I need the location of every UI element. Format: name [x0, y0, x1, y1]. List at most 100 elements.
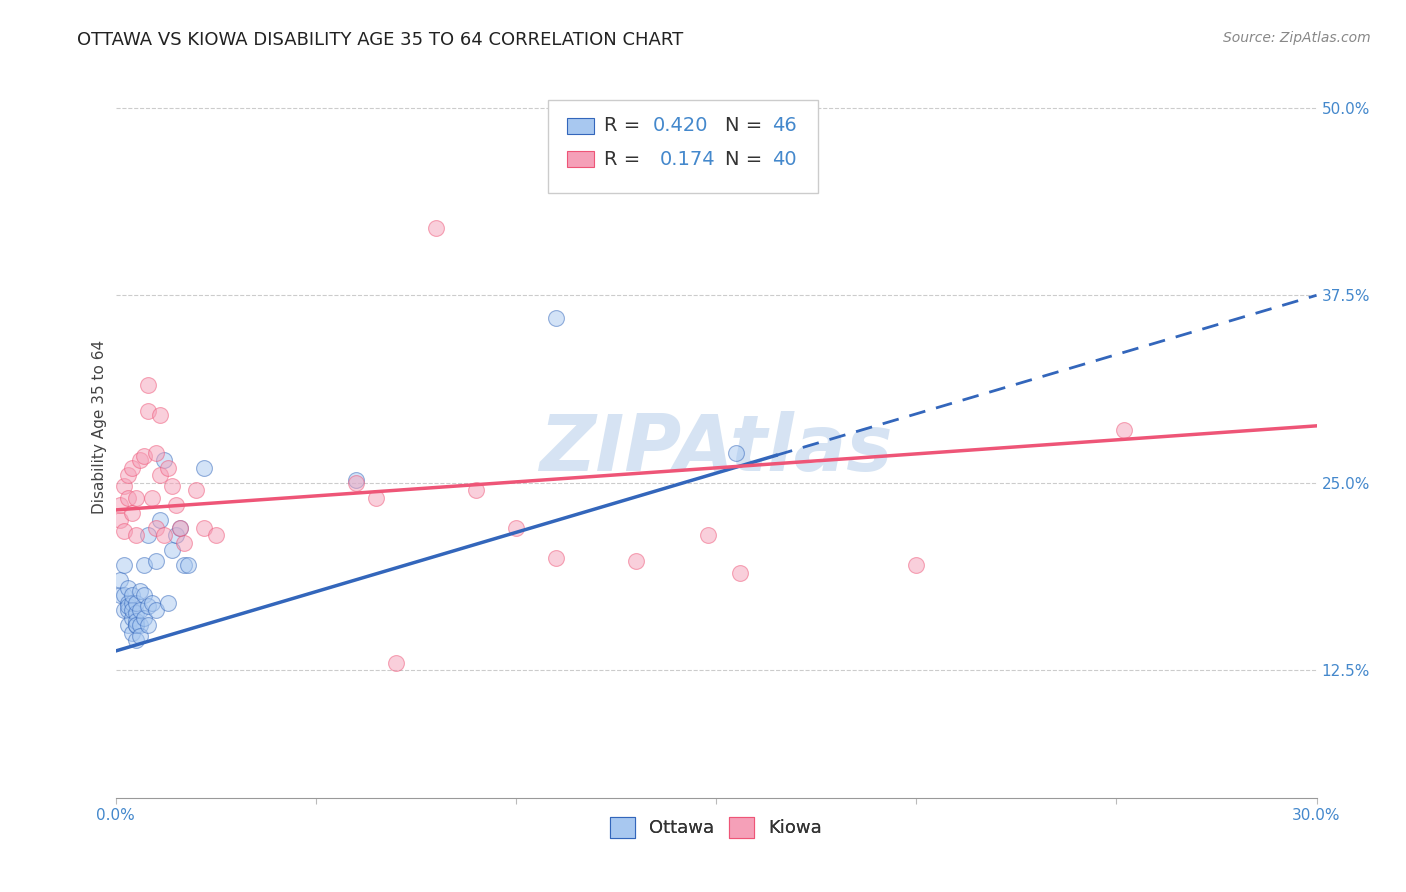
Point: [117, 596, 139, 610]
Point: [544, 310, 567, 325]
Point: [132, 558, 155, 573]
Point: [121, 626, 143, 640]
Point: [136, 599, 159, 613]
Text: Source: ZipAtlas.com: Source: ZipAtlas.com: [1223, 31, 1371, 45]
Text: N =: N =: [724, 116, 768, 136]
Point: [169, 521, 191, 535]
Point: [121, 461, 143, 475]
Point: [145, 521, 167, 535]
Point: [128, 583, 150, 598]
Point: [128, 629, 150, 643]
Point: [149, 468, 172, 483]
Point: [112, 479, 135, 493]
Text: 0.420: 0.420: [652, 116, 709, 136]
Text: 0.174: 0.174: [659, 150, 716, 169]
Point: [364, 491, 387, 505]
Text: 46: 46: [772, 116, 797, 136]
Text: OTTAWA VS KIOWA DISABILITY AGE 35 TO 64 CORRELATION CHART: OTTAWA VS KIOWA DISABILITY AGE 35 TO 64 …: [77, 31, 683, 49]
Point: [117, 581, 139, 595]
Point: [112, 589, 135, 603]
Point: [184, 483, 207, 498]
Point: [132, 611, 155, 625]
Point: [108, 589, 131, 603]
Point: [117, 468, 139, 483]
Point: [124, 614, 146, 628]
Point: [121, 603, 143, 617]
Point: [193, 521, 215, 535]
Point: [165, 528, 187, 542]
Point: [169, 521, 191, 535]
Point: [108, 513, 131, 527]
Point: [121, 506, 143, 520]
Text: R =: R =: [605, 116, 647, 136]
Point: [149, 409, 172, 423]
Point: [124, 618, 146, 632]
Point: [141, 491, 163, 505]
Point: [728, 566, 751, 580]
Point: [124, 491, 146, 505]
Legend: Ottawa, Kiowa: Ottawa, Kiowa: [603, 809, 830, 845]
Point: [385, 656, 408, 670]
Point: [141, 596, 163, 610]
Point: [112, 524, 135, 538]
Point: [177, 558, 200, 573]
Point: [136, 528, 159, 542]
Point: [128, 618, 150, 632]
Point: [117, 599, 139, 613]
Point: [505, 521, 527, 535]
Y-axis label: Disability Age 35 to 64: Disability Age 35 to 64: [93, 340, 107, 514]
Point: [145, 554, 167, 568]
Point: [156, 596, 179, 610]
Point: [905, 558, 928, 573]
Point: [136, 378, 159, 392]
Point: [145, 603, 167, 617]
Text: ZIPAtlas: ZIPAtlas: [540, 411, 893, 487]
Point: [117, 618, 139, 632]
Point: [464, 483, 486, 498]
Point: [121, 589, 143, 603]
Point: [124, 633, 146, 648]
Point: [112, 603, 135, 617]
Point: [160, 479, 183, 493]
FancyBboxPatch shape: [548, 100, 818, 193]
Point: [121, 596, 143, 610]
Point: [173, 558, 195, 573]
Point: [173, 536, 195, 550]
Point: [149, 513, 172, 527]
Point: [128, 603, 150, 617]
Point: [156, 461, 179, 475]
Point: [1114, 423, 1136, 437]
FancyBboxPatch shape: [567, 118, 593, 134]
Point: [108, 499, 131, 513]
Point: [344, 473, 367, 487]
Point: [145, 446, 167, 460]
Point: [128, 453, 150, 467]
Point: [124, 618, 146, 632]
Point: [117, 603, 139, 617]
Point: [165, 499, 187, 513]
Point: [124, 596, 146, 610]
Point: [425, 220, 447, 235]
Point: [697, 528, 720, 542]
Point: [152, 453, 174, 467]
Point: [132, 449, 155, 463]
Point: [193, 461, 215, 475]
Point: [624, 554, 647, 568]
Text: N =: N =: [724, 150, 768, 169]
Point: [344, 475, 367, 490]
Point: [136, 618, 159, 632]
Point: [124, 607, 146, 621]
Point: [112, 558, 135, 573]
Point: [124, 528, 146, 542]
Point: [152, 528, 174, 542]
Point: [117, 491, 139, 505]
FancyBboxPatch shape: [567, 151, 593, 168]
Text: R =: R =: [605, 150, 654, 169]
Point: [160, 543, 183, 558]
Text: 40: 40: [772, 150, 797, 169]
Point: [725, 446, 748, 460]
Point: [204, 528, 226, 542]
Point: [108, 574, 131, 588]
Point: [132, 589, 155, 603]
Point: [136, 404, 159, 418]
